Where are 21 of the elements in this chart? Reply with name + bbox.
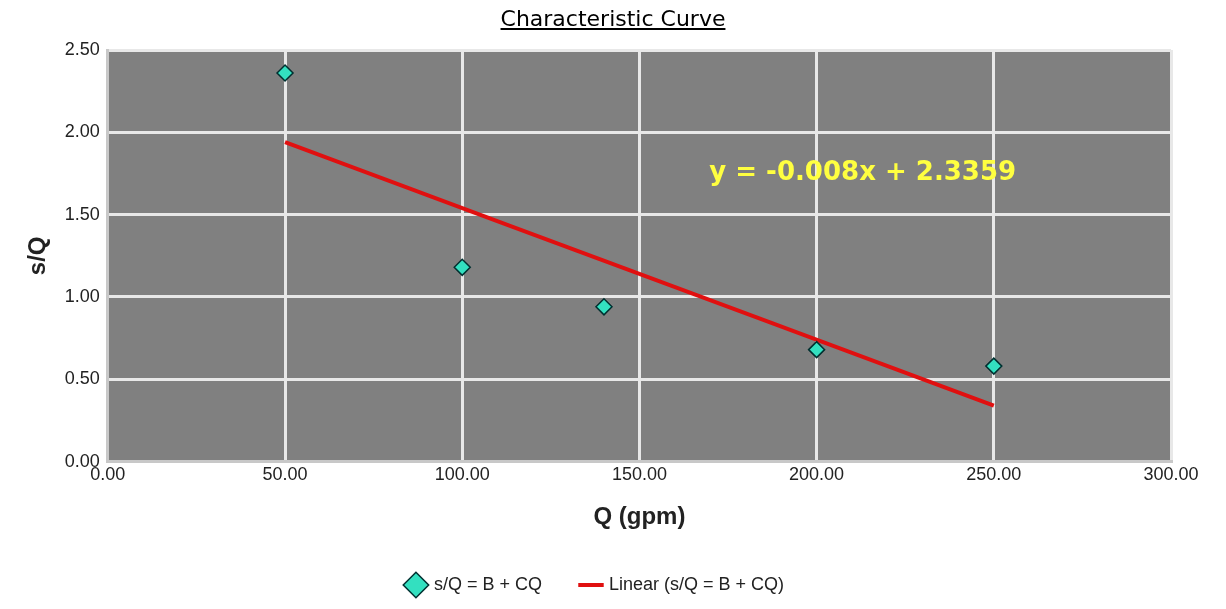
- x-axis-title: Q (gpm): [593, 502, 686, 530]
- y-tick-label: 2.00: [64, 121, 100, 142]
- point: [985, 357, 1003, 375]
- x-tick-label: 150.00: [611, 464, 667, 485]
- x-tick-label: 50.00: [262, 464, 308, 485]
- point: [595, 298, 613, 316]
- x-tick-label: 300.00: [1143, 464, 1199, 485]
- x-tick-label: 250.00: [966, 464, 1022, 485]
- y-axis-title: s/Q: [23, 236, 51, 276]
- x-tick-label: 200.00: [789, 464, 845, 485]
- x-tick-label: 100.00: [434, 464, 490, 485]
- chart-title: Characteristic Curve: [499, 6, 727, 31]
- y-tick-label: 1.00: [64, 285, 100, 306]
- point: [453, 258, 471, 277]
- y-tick-label: 2.50: [64, 38, 100, 59]
- legend-label: Linear (s/Q = B + CQ): [608, 573, 785, 594]
- y-tick-label: 0.50: [64, 368, 100, 389]
- legend-label: s/Q = B + CQ: [433, 573, 542, 594]
- point: [276, 64, 294, 82]
- point: [807, 340, 826, 359]
- y-tick-label: 1.50: [64, 203, 100, 224]
